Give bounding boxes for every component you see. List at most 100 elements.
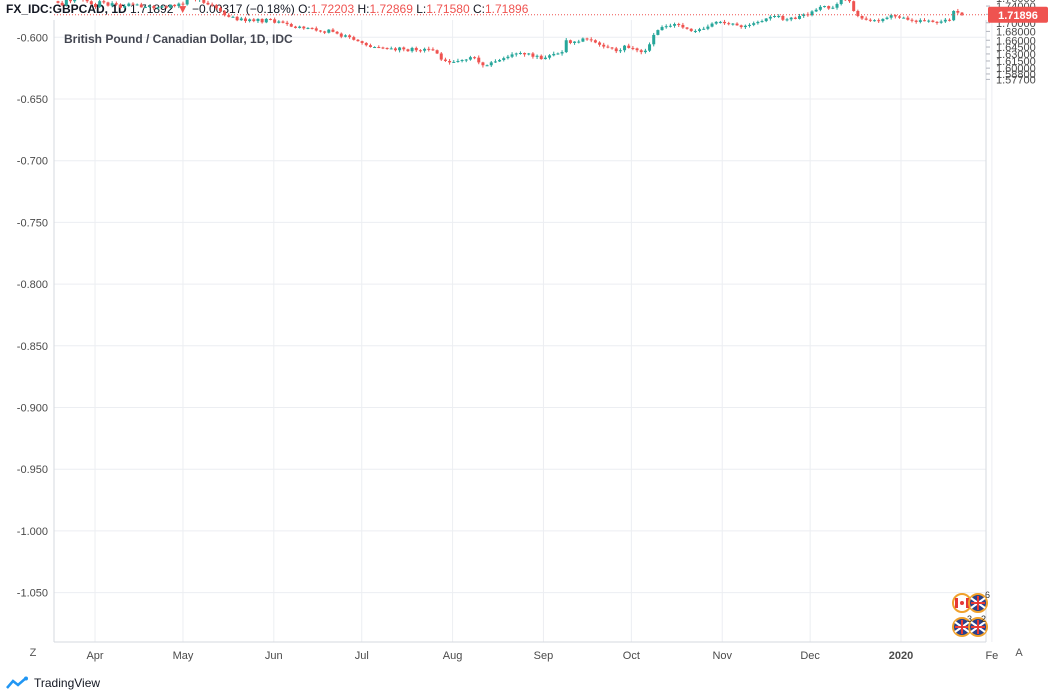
- candle-body: [452, 61, 456, 63]
- candle-body: [873, 20, 877, 22]
- candle-body: [173, 4, 177, 7]
- candle-body: [202, 0, 206, 3]
- candle-body: [281, 21, 285, 23]
- auto-scale-toggle-button[interactable]: A: [1015, 647, 1023, 659]
- candle-body: [889, 15, 893, 18]
- candle-body: [643, 50, 647, 53]
- candle-body: [648, 44, 652, 51]
- candle-body: [352, 37, 356, 40]
- candle-body: [85, 0, 89, 2]
- candle-body: [506, 56, 510, 59]
- candle-body: [502, 58, 506, 61]
- event-badges[interactable]: 6 3 2: [952, 590, 990, 637]
- candle-body: [931, 20, 935, 22]
- flag-band-right: [966, 598, 969, 608]
- left-tick-label: -0.850: [17, 341, 48, 353]
- price-chart[interactable]: -0.600 -0.650 -0.700 -0.750 -0.800 -0.850 -0.9…: [0, 0, 1054, 672]
- candle-body: [423, 48, 427, 51]
- event-count-bottom-right: 2: [981, 614, 986, 624]
- candle-body: [881, 18, 885, 22]
- time-tick-label: Sep: [534, 650, 554, 662]
- candle-body: [906, 17, 910, 20]
- candle-body: [498, 60, 502, 62]
- candle-body: [160, 6, 164, 8]
- candle-body: [268, 18, 272, 20]
- candle-body: [743, 25, 747, 28]
- candle-body: [306, 27, 310, 29]
- candles: [56, 0, 964, 68]
- candle-body: [698, 29, 702, 31]
- candle-body: [810, 11, 814, 16]
- candle-body: [385, 47, 389, 49]
- candle-body: [181, 3, 185, 5]
- brand-name[interactable]: TradingView: [34, 676, 101, 690]
- candle-body: [639, 50, 643, 53]
- candle-body: [127, 3, 131, 7]
- candle-body: [293, 26, 297, 28]
- candle-body: [243, 18, 247, 22]
- candle-body: [464, 59, 468, 61]
- candle-body: [431, 49, 435, 51]
- right-tick-label: 1.58800: [996, 69, 1036, 81]
- open-label: O:: [298, 2, 311, 16]
- candle-body: [848, 0, 852, 2]
- right-tick-label: 1.76000: [996, 0, 1036, 5]
- candle-body: [518, 53, 522, 55]
- left-tick-label: -0.700: [17, 156, 48, 168]
- candle-body: [556, 53, 560, 55]
- candle-body: [235, 16, 239, 21]
- right-tick-label: 1.64500: [996, 42, 1036, 54]
- candle-body: [310, 27, 314, 29]
- right-tick-label: 1.57700: [996, 74, 1036, 86]
- candle-body: [331, 29, 335, 32]
- candle-body: [456, 60, 460, 62]
- candle-body: [302, 26, 306, 29]
- candle-body: [585, 38, 589, 40]
- low-value: 1.71580: [426, 2, 470, 16]
- time-tick-label: Jul: [355, 650, 369, 662]
- candle-body: [877, 20, 881, 22]
- log-scale-toggle-button[interactable]: Z: [29, 647, 37, 659]
- right-axis: 1.800001.780001.760001.740001.720001.700…: [986, 0, 1036, 86]
- candle-body: [439, 53, 443, 60]
- candle-body: [393, 48, 397, 51]
- candle-body: [168, 4, 172, 8]
- candle-body: [98, 1, 102, 7]
- candle-body: [364, 42, 368, 46]
- candle-body: [381, 47, 385, 49]
- candle-body: [602, 44, 606, 47]
- candle-body: [589, 39, 593, 41]
- candle-body: [418, 50, 422, 52]
- candle-body: [935, 21, 939, 23]
- candle-body: [493, 61, 497, 63]
- candle-body: [739, 25, 743, 28]
- time-tick-label: Fe: [985, 650, 998, 662]
- candle-body: [606, 46, 610, 48]
- candle-body: [768, 16, 772, 19]
- candle-body: [377, 47, 381, 49]
- candle-body: [773, 15, 777, 17]
- candle-body: [485, 65, 489, 67]
- candle-body: [723, 21, 727, 24]
- time-tick-label: May: [173, 650, 194, 662]
- left-tick-label: -0.900: [17, 403, 48, 415]
- candle-body: [552, 53, 556, 56]
- candle-body: [177, 3, 181, 7]
- candle-body: [118, 4, 122, 8]
- left-tick-label: -0.750: [17, 217, 48, 229]
- candle-body: [760, 21, 764, 23]
- candle-body: [593, 40, 597, 43]
- candle-body: [852, 1, 856, 11]
- candle-body: [414, 47, 418, 51]
- chart-title: British Pound / Canadian Dollar, 1D, IDC: [64, 32, 293, 46]
- candle-body: [514, 53, 518, 55]
- left-tick-label: -0.600: [17, 32, 48, 44]
- candle-body: [702, 28, 706, 30]
- time-tick-label: Dec: [800, 650, 820, 662]
- candle-body: [139, 4, 143, 8]
- candle-body: [798, 15, 802, 19]
- candle-body: [668, 25, 672, 27]
- candle-body: [277, 21, 281, 23]
- candle-body: [373, 47, 377, 49]
- candle-body: [914, 20, 918, 22]
